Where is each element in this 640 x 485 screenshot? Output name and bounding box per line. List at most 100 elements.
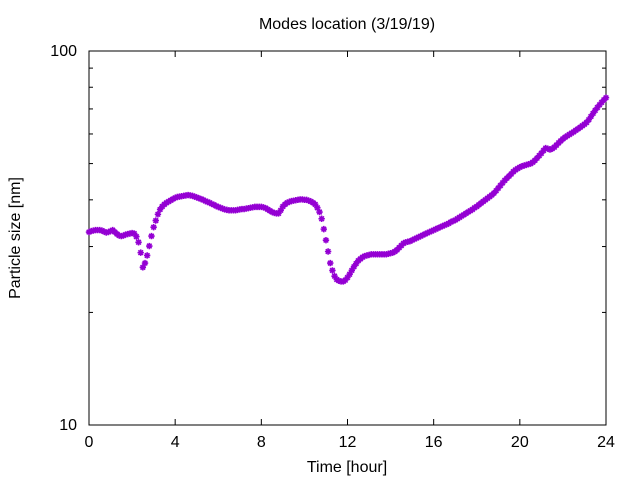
data-point [538, 150, 545, 157]
data-point [268, 208, 276, 216]
data-point [322, 236, 330, 244]
data-point [492, 187, 500, 194]
data-point [275, 210, 282, 217]
data-point [432, 225, 440, 233]
minor-ticks-group [89, 67, 606, 313]
data-point [415, 233, 422, 241]
data-point [135, 239, 142, 246]
data-point [585, 116, 592, 123]
data-point [329, 267, 336, 274]
chart-title: Modes location (3/19/19) [259, 16, 435, 33]
data-point [436, 223, 444, 231]
data-point [350, 263, 358, 270]
data-point [316, 208, 323, 216]
data-point [497, 182, 504, 189]
data-point [426, 228, 433, 236]
data-point [100, 228, 108, 235]
data-point [193, 194, 200, 201]
data-point [495, 184, 502, 192]
y-ticks-group: 10 100 [50, 43, 606, 434]
data-point [139, 264, 147, 271]
data-point [152, 217, 159, 224]
y-axis-label: Particle size [nm] [7, 177, 24, 299]
data-point [331, 272, 338, 280]
data-point [318, 215, 325, 222]
data-point [215, 203, 222, 211]
data-point [430, 226, 437, 234]
data-point [348, 267, 356, 274]
data-point [342, 276, 349, 284]
x-tick-label: 16 [425, 434, 443, 451]
data-point [286, 198, 293, 206]
data-point [208, 200, 215, 208]
x-tick-label: 8 [257, 434, 266, 451]
data-point [428, 227, 435, 235]
data-point [283, 199, 291, 206]
y-tick-label: 10 [59, 417, 77, 434]
data-point [156, 206, 164, 213]
x-tick-label: 0 [85, 434, 94, 451]
x-tick-label: 20 [511, 434, 529, 451]
data-point [417, 232, 424, 240]
data-point [499, 179, 506, 187]
data-point [344, 274, 351, 281]
data-point [449, 217, 457, 225]
data-point [120, 232, 127, 239]
data-point [441, 222, 448, 229]
data-point [324, 248, 332, 255]
data-point [596, 101, 603, 109]
data-point [536, 152, 543, 159]
data-points-group [85, 94, 610, 285]
data-point [131, 230, 138, 237]
plot-frame [88, 50, 607, 426]
data-point [546, 146, 554, 153]
data-point [594, 104, 601, 111]
data-point [314, 204, 321, 211]
data-point [98, 227, 106, 234]
data-point [346, 271, 353, 278]
x-ticks-group: 0 4 8 12 16 20 24 [85, 51, 615, 451]
data-point [133, 233, 140, 240]
data-point [447, 218, 455, 226]
data-point [587, 113, 595, 120]
data-point [589, 110, 597, 117]
data-point [141, 259, 149, 267]
data-point [352, 260, 360, 267]
data-point [327, 259, 334, 267]
data-point [154, 211, 162, 218]
x-tick-label: 4 [171, 434, 180, 451]
data-point [443, 221, 450, 228]
data-point [260, 204, 267, 211]
data-point [320, 225, 328, 233]
data-point [202, 197, 209, 205]
data-point [421, 230, 429, 238]
data-point [146, 242, 153, 250]
data-point [171, 194, 179, 202]
data-point [516, 163, 524, 171]
x-tick-label: 12 [339, 434, 357, 451]
data-point [303, 196, 310, 204]
data-point [533, 154, 541, 162]
data-point [219, 205, 226, 212]
data-point [137, 249, 144, 256]
data-point [195, 195, 203, 202]
x-tick-label: 24 [597, 434, 615, 451]
data-point [592, 107, 599, 114]
data-point [311, 201, 319, 208]
data-point [204, 198, 211, 206]
data-point [197, 195, 205, 203]
data-point [419, 231, 427, 239]
data-point [583, 119, 590, 126]
data-point [424, 229, 431, 237]
data-point [212, 202, 220, 210]
data-point [217, 204, 224, 211]
data-point [85, 228, 93, 236]
data-point [439, 223, 446, 230]
data-point [277, 207, 284, 214]
data-point [148, 232, 155, 240]
data-point [602, 94, 610, 101]
data-point [434, 224, 442, 232]
data-point [107, 227, 114, 235]
